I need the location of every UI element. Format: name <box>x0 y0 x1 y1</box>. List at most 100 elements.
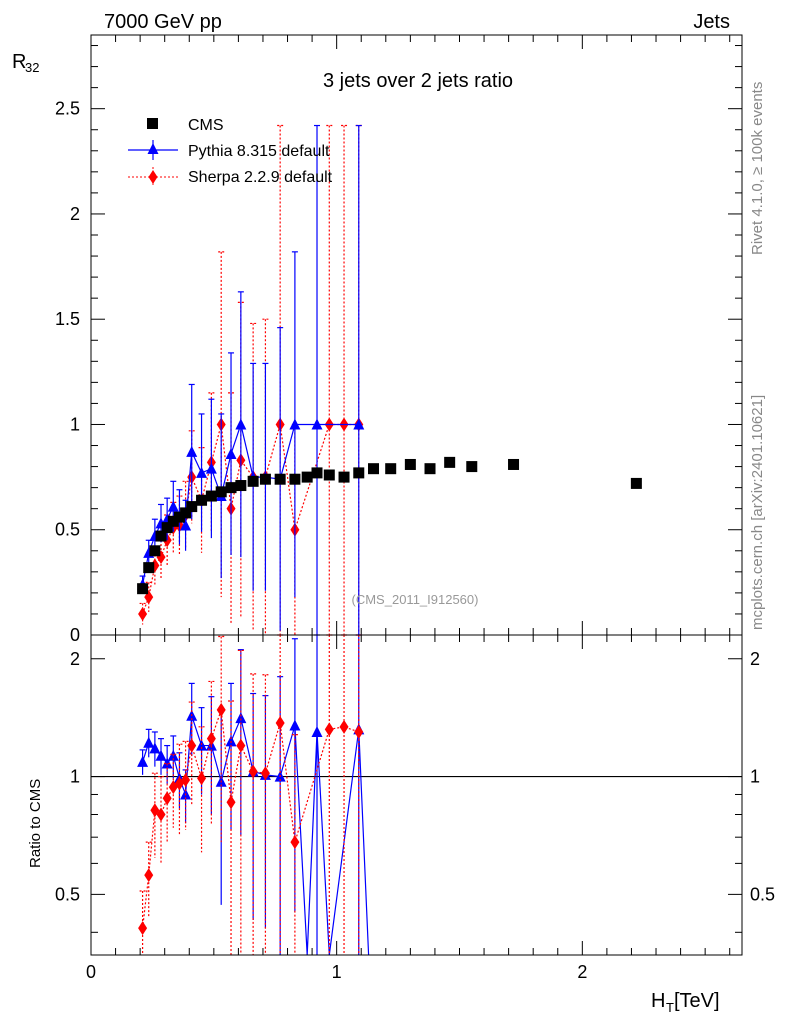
main-cms-point <box>323 469 335 481</box>
legend-cms-marker <box>147 118 158 129</box>
main-pythia-point <box>289 418 301 430</box>
main-cms-point <box>186 501 198 513</box>
main-cms-point <box>215 486 227 498</box>
main-cms-point <box>424 463 436 475</box>
ratio-pythia-point <box>235 712 247 724</box>
analysis-label: (CMS_2011_I912560) <box>352 592 479 607</box>
ratio-sherpa-point <box>339 719 349 734</box>
x-axis-label-sub: T <box>666 1000 674 1015</box>
ratio-sherpa-point <box>138 921 148 936</box>
ratio-sherpa-point <box>144 868 154 883</box>
main-cms-point <box>235 480 247 492</box>
legend-sherpa-label: Sherpa 2.2.9 default <box>188 169 333 186</box>
ratio-sherpa-point <box>181 772 191 787</box>
ratio-pythia-point <box>137 755 149 767</box>
header-left-label: 7000 GeV pp <box>104 11 222 33</box>
main-cms-point <box>155 530 167 542</box>
ratio-pythia-point <box>155 749 167 761</box>
main-cms-point <box>167 515 179 527</box>
y-tick-label-main: 2.5 <box>55 99 80 119</box>
y-tick-label-bottom: 0 <box>70 625 80 645</box>
y-tick-label-ratio-right: 2 <box>750 649 760 669</box>
main-cms-point <box>259 473 271 485</box>
main-cms-point <box>301 471 313 483</box>
legend-item-cms: CMS <box>147 117 224 134</box>
legend-sherpa-marker <box>148 170 158 184</box>
main-cms-point <box>143 562 155 574</box>
legend-pythia-marker <box>147 143 159 154</box>
ratio-sherpa-point <box>162 791 172 806</box>
main-cms-point <box>161 522 173 534</box>
x-tick-label: 2 <box>577 962 587 982</box>
ratio-plot-frame <box>90 634 743 956</box>
ratio-sherpa-point <box>354 724 364 739</box>
ratio-pythia-point <box>289 719 301 731</box>
main-cms-point <box>289 473 301 485</box>
ratio-series-layer <box>91 634 742 956</box>
main-pythia-point <box>186 445 198 457</box>
mcplots-label: mcplots.cern.ch [arXiv:2401.10621] <box>749 395 766 630</box>
x-tick-label: 1 <box>332 962 342 982</box>
y-tick-label-ratio-left: 0.5 <box>55 884 80 904</box>
main-pythia-point <box>180 519 192 531</box>
main-pythia-point <box>196 466 208 478</box>
ratio-pythia-point <box>143 736 155 748</box>
main-cms-point <box>149 545 161 557</box>
main-cms-point <box>353 467 365 479</box>
main-cms-point <box>311 467 323 479</box>
y-axis-label-main-sub: 32 <box>25 60 39 75</box>
ratio-tick-layer: 0.5 0.5 1 1 2 2 0 1 2 <box>55 635 775 982</box>
ratio-sherpa-point <box>216 702 226 717</box>
ratio-sherpa-point <box>275 716 285 731</box>
ratio-pythia-point <box>149 742 161 754</box>
main-cms-point <box>466 461 478 473</box>
ratio-sherpa-point <box>324 722 334 737</box>
chart-title: 3 jets over 2 jets ratio <box>323 70 513 92</box>
legend-item-pythia: Pythia 8.315 default <box>128 140 330 160</box>
x-axis-label-unit: [TeV] <box>674 990 720 1012</box>
main-cms-point <box>368 463 380 475</box>
main-pythia-point <box>235 418 247 430</box>
main-tick-layer: 0.5 1 1.5 2 2.5 <box>55 35 742 635</box>
y-tick-label-ratio-right: 0.5 <box>750 884 775 904</box>
main-cms-point <box>630 477 642 489</box>
main-cms-point <box>338 471 350 483</box>
y-tick-label-ratio-right: 1 <box>750 767 760 787</box>
y-axis-label-ratio: Ratio to CMS <box>27 779 44 868</box>
main-cms-point <box>196 494 208 506</box>
main-cms-point <box>508 458 520 470</box>
rivet-label: Rivet 4.1.0, ≥ 100k events <box>749 82 766 255</box>
header-right-label: Jets <box>693 11 730 33</box>
y-tick-label-ratio-left: 1 <box>70 767 80 787</box>
main-cms-point <box>205 490 217 502</box>
x-tick-label: 0 <box>86 962 96 982</box>
main-sherpa-series <box>138 124 364 635</box>
main-pythia-point <box>311 418 323 430</box>
y-axis-label-main: R 32 <box>12 51 39 75</box>
legend-cms-label: CMS <box>188 117 224 134</box>
y-tick-label-main: 1 <box>70 414 80 434</box>
main-cms-point <box>444 456 456 468</box>
y-tick-label-main: 0.5 <box>55 520 80 540</box>
ratio-pythia-line <box>142 715 370 956</box>
legend-pythia-label: Pythia 8.315 default <box>188 143 330 160</box>
main-cms-series <box>137 456 642 595</box>
ratio-pythia-point <box>311 725 323 737</box>
ratio-sherpa-point <box>226 795 236 810</box>
y-tick-label-main: 2 <box>70 204 80 224</box>
ratio-sherpa-point <box>260 766 270 781</box>
main-pythia-point <box>205 462 217 474</box>
ratio-pythia-point <box>161 757 173 769</box>
ratio-sherpa-point <box>248 764 258 779</box>
main-pythia-point <box>225 447 237 459</box>
main-cms-point <box>404 458 416 470</box>
y-axis-label-main-main: R <box>12 51 26 73</box>
main-sherpa-point <box>138 606 148 621</box>
ratio-plot-panel: 0.5 0.5 1 1 2 2 0 1 2 Ratio to CMS H T [TeV] <box>27 634 775 1015</box>
ratio-sherpa-point <box>187 738 197 753</box>
main-pythia-point <box>353 418 365 430</box>
main-pythia-series <box>137 124 365 635</box>
x-axis-label-main: H <box>651 990 665 1012</box>
main-cms-point <box>274 473 286 485</box>
ratio-sherpa-point <box>236 738 246 753</box>
